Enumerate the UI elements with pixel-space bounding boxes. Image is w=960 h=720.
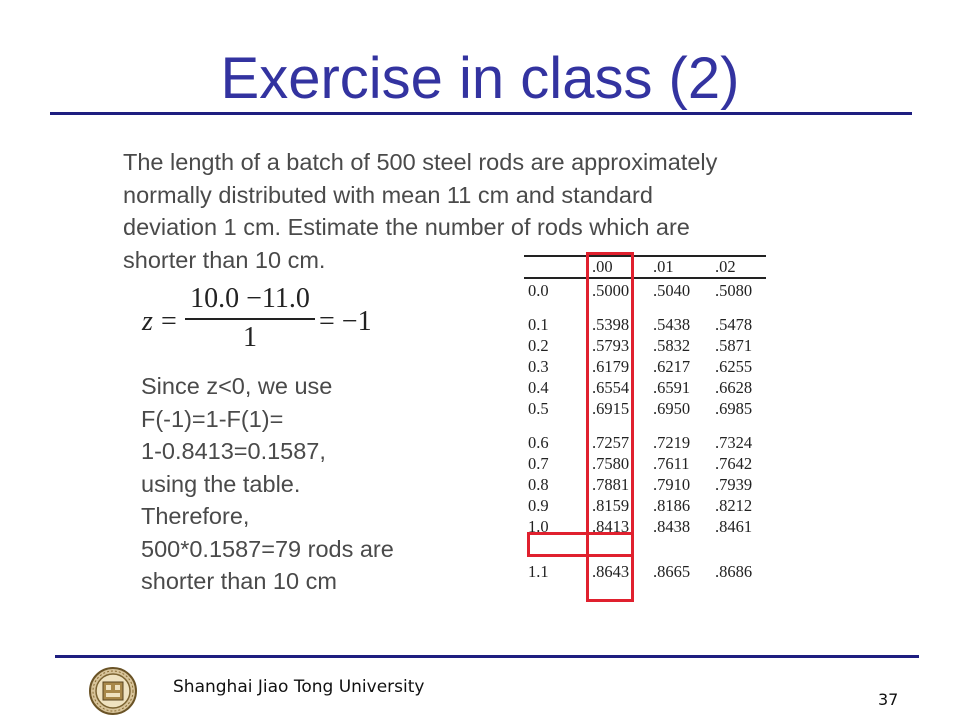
table-cell: .7219 bbox=[653, 433, 691, 452]
table-cell: .8686 bbox=[715, 562, 753, 581]
solution-line: 1-0.8413=0.1587, bbox=[141, 438, 326, 464]
table-cell: .8159 bbox=[592, 496, 630, 515]
title-divider bbox=[50, 112, 912, 115]
table-header-cell: .01 bbox=[653, 257, 674, 276]
table-row-label: 0.0 bbox=[528, 281, 549, 300]
table-cell: .5080 bbox=[715, 281, 753, 300]
solution-line: F(-1)=1-F(1)= bbox=[141, 405, 284, 432]
table-cell: .7257 bbox=[592, 433, 630, 452]
table-cell: .5000 bbox=[592, 281, 630, 300]
table-header-rule bbox=[524, 277, 766, 279]
problem-line: deviation 1 cm. Estimate the number of r… bbox=[123, 214, 690, 240]
table-cell: .6950 bbox=[653, 399, 691, 418]
table-cell: .7881 bbox=[592, 475, 630, 494]
footer-divider bbox=[55, 655, 919, 658]
table-cell: .8413 bbox=[592, 517, 630, 536]
page-number: 37 bbox=[878, 690, 899, 709]
table-cell: .8438 bbox=[653, 517, 691, 536]
table-cell: .7580 bbox=[592, 454, 630, 473]
solution-line: Since z<0, we use bbox=[141, 373, 333, 399]
table-header-cell: .00 bbox=[592, 257, 613, 276]
table-row-label: 0.3 bbox=[528, 357, 549, 376]
table-cell: .6985 bbox=[715, 399, 753, 418]
table-cell: .6915 bbox=[592, 399, 630, 418]
table-row-label: 0.8 bbox=[528, 475, 549, 494]
table-cell: .6255 bbox=[715, 357, 753, 376]
table-row-label: 0.2 bbox=[528, 336, 549, 355]
formula-numerator: 10.0 −11.0 bbox=[190, 283, 310, 314]
normal-distribution-table: .00 .01 .02 0.0 .5000 .5040 .5080 0.1 .5398 .5438… bbox=[524, 255, 766, 595]
slide-title: Exercise in class (2) bbox=[220, 46, 740, 111]
problem-line: The length of a batch of 500 steel rods … bbox=[123, 149, 718, 175]
table-cell: .6217 bbox=[653, 357, 691, 376]
table-cell: .6628 bbox=[715, 378, 753, 397]
solution-line: using the table. bbox=[141, 470, 301, 497]
formula-equals: = bbox=[161, 306, 177, 337]
footer-institution: Shanghai Jiao Tong University bbox=[173, 677, 425, 697]
table-cell: .8665 bbox=[653, 562, 691, 581]
problem-statement: The length of a batch of 500 steel rods … bbox=[123, 146, 843, 276]
table-cell: .5793 bbox=[592, 336, 630, 355]
table-cell: .7642 bbox=[715, 454, 753, 473]
table-cell: .5832 bbox=[653, 336, 691, 355]
highlight-row-box bbox=[527, 532, 634, 557]
table-row-label: 0.6 bbox=[528, 433, 549, 452]
table-cell: .7611 bbox=[653, 454, 690, 473]
formula-denominator: 1 bbox=[243, 322, 257, 353]
table-cell: .5438 bbox=[653, 315, 691, 334]
table-cell: .7910 bbox=[653, 475, 691, 494]
highlight-column-box bbox=[586, 252, 634, 602]
table-cell: .8186 bbox=[653, 496, 691, 515]
table-cell: .8643 bbox=[592, 562, 630, 581]
table-row-label: 0.4 bbox=[528, 378, 549, 397]
table-cell: .5871 bbox=[715, 336, 753, 355]
table-cell: .6179 bbox=[592, 357, 630, 376]
table-cell: .6591 bbox=[653, 378, 691, 397]
table-row-label: 0.7 bbox=[528, 454, 549, 473]
table-row-label: 0.5 bbox=[528, 399, 549, 418]
table-header-cell: .02 bbox=[715, 257, 736, 276]
fraction-bar bbox=[185, 318, 315, 320]
solution-text: Since z<0, we use F(-1)=1-F(1)= 1-0.8413… bbox=[141, 370, 501, 598]
problem-line: normally distributed with mean 11 cm and… bbox=[123, 181, 653, 208]
table-cell: .5478 bbox=[715, 315, 753, 334]
table-cell: .7324 bbox=[715, 433, 753, 452]
table-cell: .7939 bbox=[715, 475, 753, 494]
formula-fraction: 10.0 −11.0 1 bbox=[185, 284, 315, 354]
solution-line: Therefore, bbox=[141, 503, 250, 529]
table-cell: .8461 bbox=[715, 517, 753, 536]
table-row-label: 1.1 bbox=[528, 562, 549, 581]
formula-rhs: = −1 bbox=[319, 306, 372, 337]
table-row-label: 0.1 bbox=[528, 315, 549, 334]
problem-line: shorter than 10 cm. bbox=[123, 246, 326, 273]
formula-lhs: z bbox=[142, 306, 153, 337]
solution-line: shorter than 10 cm bbox=[141, 568, 337, 594]
table-cell: .5398 bbox=[592, 315, 630, 334]
table-cell: .5040 bbox=[653, 281, 691, 300]
solution-line: 500*0.1587=79 rods are bbox=[141, 535, 394, 562]
university-seal-icon bbox=[89, 667, 137, 715]
table-row-label: 0.9 bbox=[528, 496, 549, 515]
table-cell: .8212 bbox=[715, 496, 753, 515]
table-top-rule bbox=[524, 255, 766, 257]
table-row-label: 1.0 bbox=[528, 517, 549, 536]
table-cell: .6554 bbox=[592, 378, 630, 397]
